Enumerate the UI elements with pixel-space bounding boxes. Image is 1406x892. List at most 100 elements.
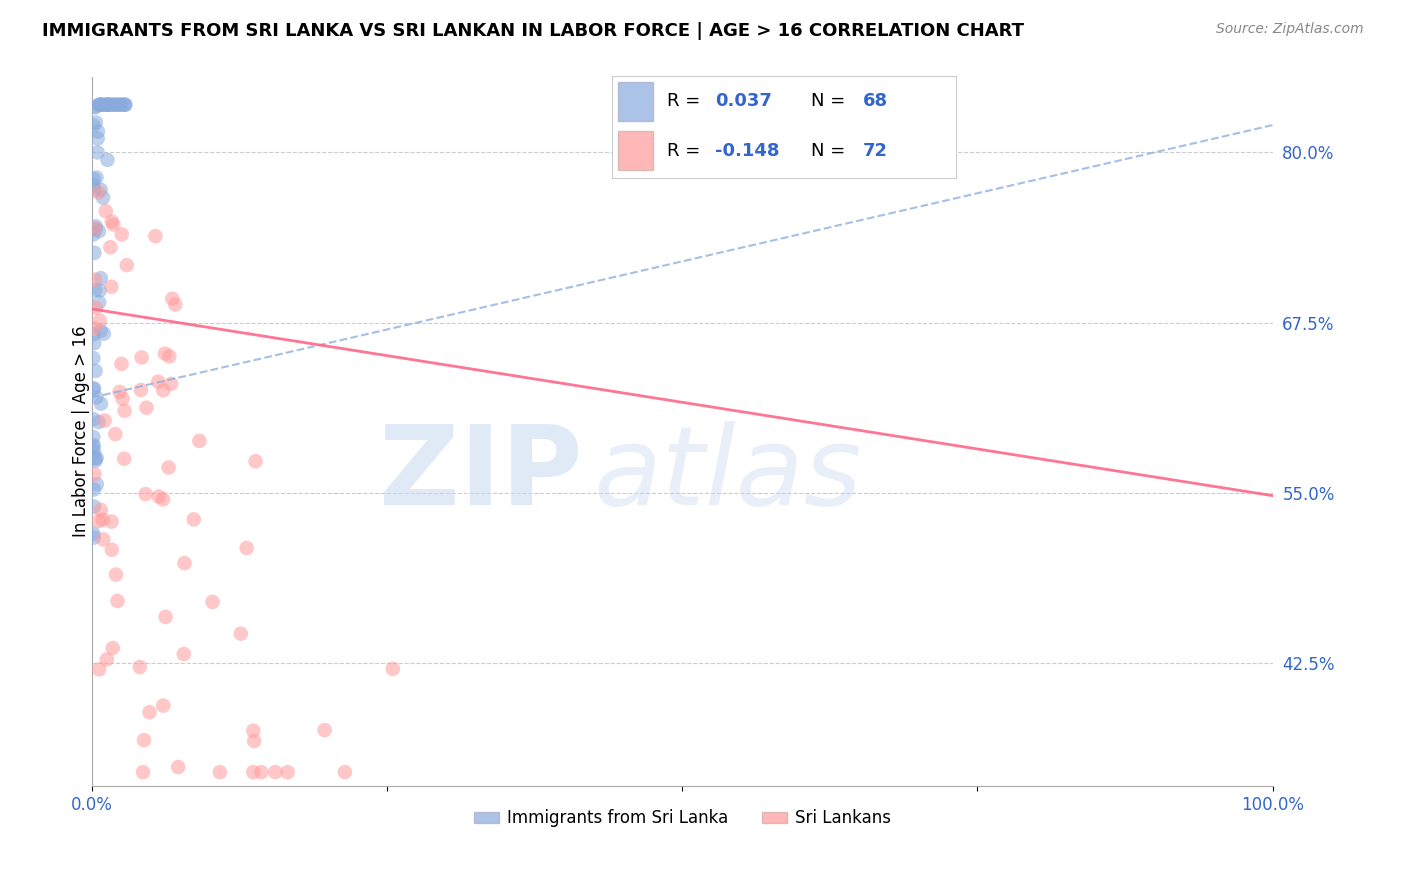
Point [90, 397, 112, 411]
Point [145, 229, 167, 244]
Point [245, 454, 267, 468]
Point [110, 97, 132, 112]
Point [152, 698, 174, 713]
Point [103, 218, 125, 232]
Point [86, 170, 108, 185]
Point [82, 382, 104, 396]
Point [96, 153, 118, 167]
Point [277, 765, 299, 780]
Text: Source: ZipAtlas.com: Source: ZipAtlas.com [1216, 22, 1364, 37]
Point [128, 660, 150, 674]
Text: R =: R = [666, 93, 706, 111]
Point [84, 283, 107, 297]
Point [93, 413, 115, 427]
Point [112, 97, 135, 112]
Point [250, 765, 273, 780]
Point [82, 227, 104, 242]
Point [188, 434, 211, 448]
Point [97, 97, 120, 112]
Text: IMMIGRANTS FROM SRI LANKA VS SRI LANKAN IN LABOR FORCE | AGE > 16 CORRELATION CH: IMMIGRANTS FROM SRI LANKA VS SRI LANKAN … [42, 22, 1024, 40]
Text: N =: N = [811, 142, 852, 160]
Point [82, 430, 104, 444]
Point [93, 326, 115, 341]
Point [235, 541, 257, 555]
Point [82, 438, 104, 452]
Point [90, 97, 112, 112]
Point [84, 364, 107, 378]
Point [83, 336, 105, 351]
Point [165, 298, 187, 312]
Point [89, 295, 111, 310]
Point [96, 97, 118, 112]
Point [173, 647, 195, 661]
Point [84, 100, 107, 114]
Point [132, 765, 155, 780]
Point [89, 314, 111, 328]
Point [208, 765, 231, 780]
Point [100, 279, 122, 293]
Point [83, 245, 105, 260]
Point [152, 384, 174, 398]
Point [155, 610, 177, 624]
Point [173, 556, 195, 570]
Point [135, 487, 157, 501]
Point [84, 221, 107, 235]
Point [87, 514, 110, 528]
Point [114, 97, 136, 112]
Point [242, 765, 264, 780]
Point [87, 662, 110, 676]
Point [87, 415, 110, 429]
Point [84, 115, 107, 129]
Point [83, 321, 105, 335]
Point [131, 351, 153, 365]
Text: 0.037: 0.037 [716, 93, 772, 111]
Point [107, 594, 129, 608]
Point [83, 445, 105, 459]
Point [90, 324, 112, 338]
Point [91, 513, 114, 527]
Point [91, 191, 114, 205]
Point [86, 390, 108, 404]
Point [242, 723, 264, 738]
Point [90, 97, 112, 112]
Point [83, 500, 105, 514]
Point [84, 222, 107, 236]
Point [153, 346, 176, 360]
Point [101, 641, 124, 656]
Text: atlas: atlas [593, 421, 862, 527]
Point [82, 440, 104, 454]
Text: 72: 72 [863, 142, 889, 160]
Text: -0.148: -0.148 [716, 142, 779, 160]
Point [112, 451, 135, 466]
Point [83, 119, 105, 133]
Point [86, 477, 108, 491]
Point [83, 483, 105, 497]
Text: N =: N = [811, 93, 852, 111]
Y-axis label: In Labor Force | Age > 16: In Labor Force | Age > 16 [72, 326, 90, 537]
Point [86, 131, 108, 145]
Point [84, 451, 107, 466]
Text: ZIP: ZIP [378, 421, 582, 527]
Point [87, 97, 110, 112]
Point [101, 214, 124, 228]
Point [89, 97, 111, 112]
Point [83, 327, 105, 342]
Bar [619, 82, 652, 121]
Point [108, 384, 131, 399]
Point [183, 512, 205, 526]
Point [160, 376, 183, 391]
Point [104, 427, 127, 442]
Point [82, 526, 104, 541]
Point [82, 351, 104, 365]
Point [148, 490, 170, 504]
Point [83, 382, 105, 396]
Point [84, 454, 107, 468]
Point [333, 765, 356, 780]
Point [83, 272, 105, 286]
Point [83, 531, 105, 545]
Point [110, 97, 132, 112]
Point [84, 301, 107, 315]
Point [100, 515, 122, 529]
Point [138, 705, 160, 719]
Point [243, 734, 266, 748]
